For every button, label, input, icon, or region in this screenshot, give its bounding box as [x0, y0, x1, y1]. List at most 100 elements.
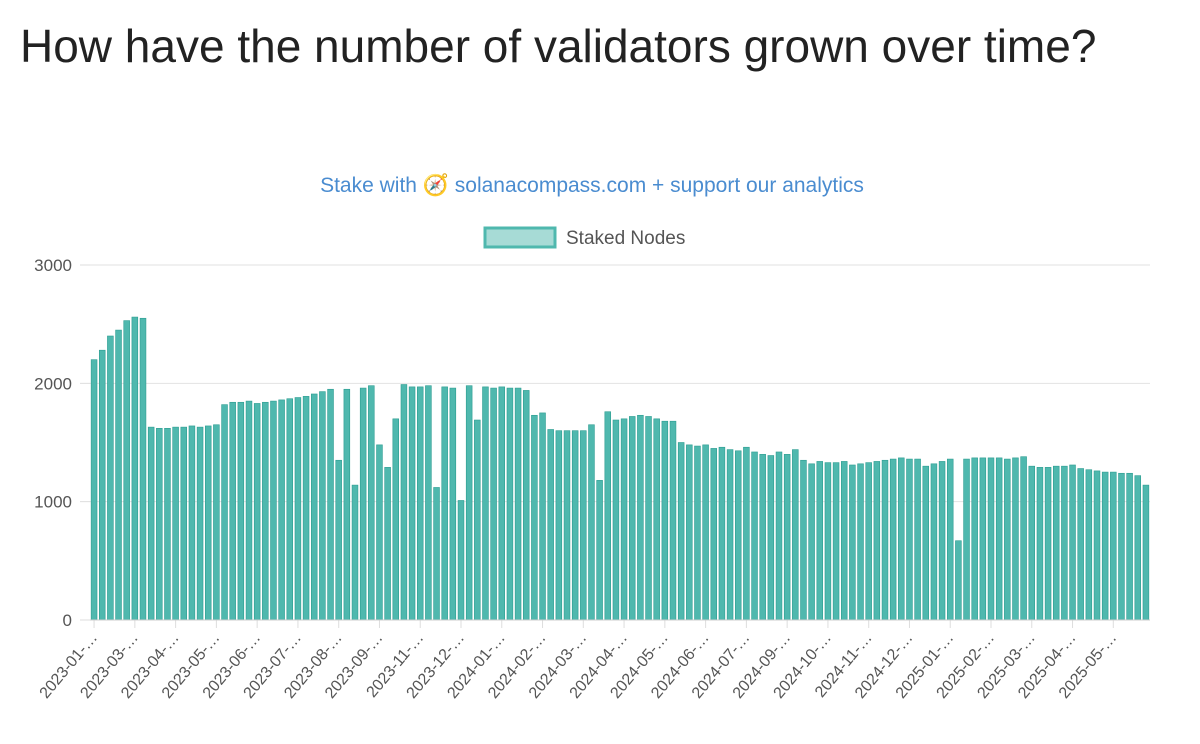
bar [596, 480, 603, 621]
bar [669, 420, 677, 621]
bar [800, 459, 807, 621]
bar [694, 445, 701, 621]
bar [922, 465, 930, 621]
bar [376, 444, 383, 621]
bar [245, 400, 253, 621]
bar [628, 416, 636, 621]
bar [661, 420, 669, 621]
bar [995, 457, 1003, 621]
bar [425, 385, 432, 621]
bar [539, 412, 546, 621]
bar [368, 385, 375, 621]
bar [221, 404, 228, 621]
bar [465, 385, 473, 621]
bar [963, 458, 970, 621]
bar [971, 457, 978, 621]
bar [637, 414, 644, 621]
bar [898, 457, 905, 621]
bar [156, 427, 163, 621]
bar [816, 461, 824, 621]
bar [180, 426, 188, 621]
bar [645, 416, 652, 621]
bar [824, 462, 832, 621]
bar [237, 401, 245, 621]
bar [172, 426, 179, 621]
bar [351, 484, 359, 621]
bar [441, 386, 448, 621]
bar [1036, 467, 1044, 621]
bar [849, 464, 856, 621]
bar [906, 458, 913, 621]
bar [759, 454, 766, 621]
bar [310, 393, 318, 621]
bar [482, 386, 489, 621]
bar [270, 400, 277, 621]
bar [1004, 458, 1011, 621]
bar [107, 335, 114, 621]
bar [213, 424, 220, 621]
bar [889, 458, 897, 621]
bar [522, 390, 530, 621]
bar [881, 459, 889, 621]
bar [253, 403, 261, 621]
bar [580, 430, 587, 621]
bar [1044, 467, 1052, 621]
bar [400, 384, 408, 621]
bar [702, 444, 709, 621]
bar [286, 398, 294, 621]
legend-swatch [483, 226, 557, 249]
bar [571, 430, 579, 621]
bar [734, 450, 742, 621]
bar [1077, 468, 1084, 621]
bar [1118, 472, 1125, 621]
bar [514, 387, 522, 621]
bar [686, 444, 693, 621]
bar [139, 317, 147, 621]
bar [612, 419, 620, 621]
bar [873, 461, 881, 621]
bar [1052, 465, 1060, 621]
bar [751, 451, 758, 621]
bar [302, 396, 310, 621]
bar [547, 429, 554, 621]
bar [563, 430, 571, 621]
chart-title: How have the number of validators grown … [20, 20, 1097, 72]
bar [775, 451, 783, 621]
bar [808, 463, 815, 621]
bar [147, 426, 155, 621]
bar [792, 449, 799, 621]
bar [327, 388, 334, 621]
bar [710, 448, 718, 621]
bar [416, 386, 424, 621]
y-tick-label: 1000 [34, 493, 72, 512]
bar [408, 386, 416, 621]
bar [164, 427, 171, 621]
bar [588, 424, 595, 621]
bar [832, 462, 840, 621]
y-tick-label: 0 [63, 611, 72, 630]
bar [865, 462, 872, 621]
bar [1061, 465, 1068, 621]
bar [1101, 471, 1109, 621]
bar [531, 414, 538, 621]
subtitle-link[interactable]: Stake with 🧭 solanacompass.com + support… [320, 172, 864, 197]
bar [457, 500, 465, 621]
bar [677, 442, 685, 621]
bar [319, 391, 326, 621]
bar [857, 463, 864, 621]
bar [343, 388, 351, 621]
bar [938, 461, 946, 621]
y-tick-label: 3000 [34, 256, 72, 275]
bar [433, 487, 440, 621]
bar [620, 418, 628, 621]
bar [1012, 457, 1019, 621]
bar [262, 401, 269, 621]
bar [335, 459, 342, 621]
bar [726, 449, 734, 621]
bar [653, 418, 660, 621]
bar [498, 386, 506, 621]
bar [840, 461, 848, 621]
bar [384, 467, 391, 621]
legend-label: Staked Nodes [566, 228, 685, 249]
bar [98, 349, 106, 621]
